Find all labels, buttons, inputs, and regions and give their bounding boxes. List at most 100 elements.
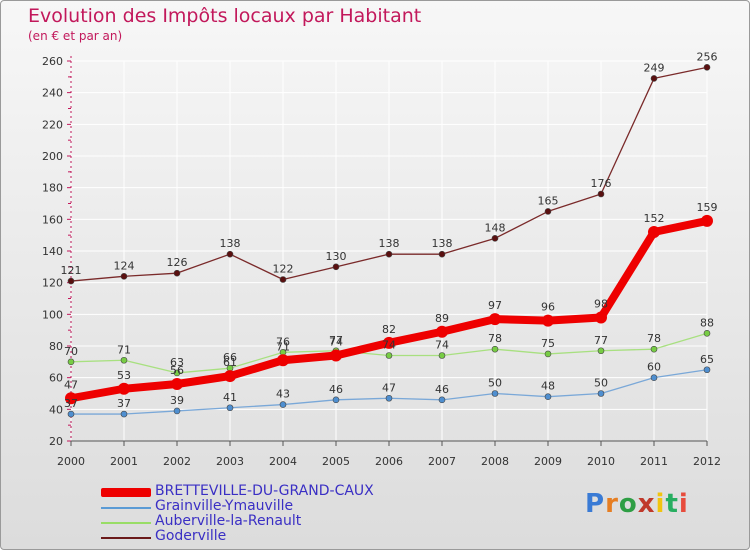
data-point-grainville (544, 393, 552, 400)
data-label-bretteville: 56 (170, 364, 184, 377)
data-label-goderville: 121 (61, 264, 82, 277)
y-tick-label: 160 (42, 213, 63, 226)
x-tick-label: 2008 (481, 455, 509, 468)
data-point-bretteville (595, 311, 607, 324)
chart-title: Evolution des Impôts locaux par Habitant (28, 5, 422, 27)
data-point-goderville (226, 250, 234, 258)
data-label-auberville: 88 (700, 316, 714, 329)
data-point-grainville (491, 390, 499, 397)
data-point-bretteville (489, 313, 501, 326)
y-tick-label: 260 (42, 55, 63, 68)
data-label-grainville: 46 (435, 383, 449, 396)
data-label-grainville: 37 (64, 397, 78, 410)
data-label-grainville: 39 (170, 394, 184, 407)
data-label-auberville: 77 (329, 334, 343, 347)
data-point-auberville (120, 356, 128, 364)
data-point-bretteville (171, 378, 183, 390)
data-label-goderville: 126 (167, 256, 188, 269)
data-point-goderville (544, 208, 552, 215)
data-label-bretteville: 61 (223, 356, 237, 369)
data-point-goderville (597, 190, 605, 198)
data-point-grainville (120, 410, 128, 418)
y-tick-label: 20 (49, 435, 63, 448)
data-label-auberville: 74 (382, 339, 396, 352)
data-point-auberville (544, 350, 552, 358)
data-point-goderville (279, 276, 287, 283)
data-point-auberville (703, 330, 711, 337)
data-label-auberville: 77 (594, 334, 608, 347)
data-label-auberville: 78 (488, 332, 502, 345)
data-point-goderville (173, 269, 181, 277)
data-point-grainville (226, 404, 234, 412)
data-label-bretteville: 97 (488, 299, 502, 312)
data-label-grainville: 37 (117, 397, 131, 410)
y-tick-label: 140 (42, 245, 63, 258)
data-label-auberville: 66 (223, 351, 237, 364)
data-point-auberville (438, 352, 446, 359)
data-label-auberville: 71 (117, 343, 131, 356)
data-point-grainville (67, 410, 75, 418)
data-label-goderville: 130 (326, 250, 347, 263)
data-label-bretteville: 53 (117, 369, 131, 382)
data-point-bretteville (118, 382, 130, 395)
data-point-grainville (173, 407, 181, 415)
data-label-grainville: 60 (647, 361, 661, 374)
x-tick-label: 2012 (693, 455, 721, 468)
data-label-auberville: 75 (541, 337, 555, 350)
legend-swatch-grainville (101, 507, 151, 509)
x-tick-label: 2002 (163, 455, 191, 468)
data-point-goderville (67, 277, 75, 285)
logo-letter: o (618, 489, 638, 519)
data-point-goderville (332, 263, 340, 271)
x-tick-label: 2001 (110, 455, 138, 468)
data-point-bretteville (542, 314, 554, 327)
data-point-auberville (173, 369, 181, 377)
data-point-auberville (491, 345, 499, 353)
series (65, 64, 713, 418)
legend-label: Auberville-la-Renault (155, 513, 302, 529)
data-point-bretteville (330, 349, 342, 362)
data-label-bretteville: 89 (435, 312, 449, 325)
x-tick-label: 2009 (534, 455, 562, 468)
data-label-bretteville: 96 (541, 301, 555, 314)
x-tick-label: 2010 (587, 455, 615, 468)
data-point-goderville (438, 250, 446, 258)
proxiti-logo: Proxiti (585, 489, 689, 519)
data-label-goderville: 124 (114, 259, 135, 272)
data-point-auberville (597, 347, 605, 355)
data-label-auberville: 70 (64, 345, 78, 358)
legend-swatch-goderville (101, 537, 151, 539)
data-point-goderville (120, 273, 128, 280)
data-point-bretteville (701, 214, 713, 227)
data-labels: 47 53 56 61 71 74 82 89 97 96 98 152 159 37 37 39 41 43 46… (61, 50, 718, 410)
x-tick-label: 2006 (375, 455, 403, 468)
y-tick-label: 120 (42, 277, 63, 290)
data-point-grainville (332, 396, 340, 404)
data-label-goderville: 165 (538, 194, 559, 207)
data-label-goderville: 176 (591, 177, 612, 190)
data-point-grainville (703, 366, 711, 374)
data-label-grainville: 46 (329, 383, 343, 396)
logo-letter: i (655, 489, 666, 519)
data-label-bretteville: 71 (276, 340, 290, 353)
y-tick-label: 80 (49, 340, 63, 353)
data-point-bretteville (277, 354, 289, 367)
data-label-bretteville: 152 (644, 212, 665, 225)
x-tick-label: 2007 (428, 455, 456, 468)
data-point-bretteville (383, 336, 395, 349)
data-point-grainville (650, 374, 658, 381)
data-label-bretteville: 98 (594, 298, 608, 311)
y-tick-label: 60 (49, 372, 63, 385)
data-label-goderville: 122 (273, 263, 294, 276)
data-point-auberville (650, 345, 658, 353)
y-tick-label: 220 (42, 118, 63, 131)
y-tick-label: 180 (42, 182, 63, 195)
logo-letter: P (585, 489, 606, 519)
x-tick-label: 2005 (322, 455, 350, 468)
x-tick-label: 2000 (57, 455, 85, 468)
data-label-grainville: 47 (382, 381, 396, 394)
data-label-grainville: 43 (276, 388, 290, 401)
data-label-goderville: 138 (432, 237, 453, 250)
